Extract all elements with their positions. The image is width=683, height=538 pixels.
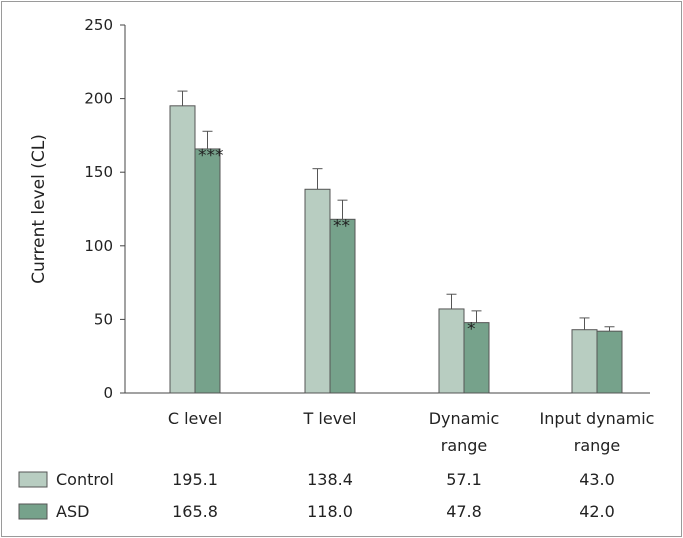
- legend-label-asd: ASD: [56, 502, 89, 521]
- bar-asd: [596, 330, 623, 394]
- y-tick-label: 250: [84, 16, 113, 34]
- significance-mark: **: [333, 216, 350, 236]
- y-tick-label: 50: [94, 310, 113, 328]
- bar-control: [438, 308, 465, 394]
- category-label: C level: [168, 409, 222, 428]
- bars-layer: [169, 90, 623, 394]
- category-label-line2: range: [441, 436, 488, 455]
- table-cell: 195.1: [172, 470, 218, 489]
- legend-label-control: Control: [56, 470, 114, 489]
- table-cell: 57.1: [446, 470, 482, 489]
- category-label: T level: [303, 409, 357, 428]
- legend-swatch-asd: [18, 503, 48, 520]
- table-cell: 118.0: [307, 502, 353, 521]
- data-table: Control 195.1 138.4 57.1 43.0 ASD 165.8 118.0 47…: [18, 470, 615, 521]
- y-tick-label: 200: [84, 90, 113, 108]
- bar-control: [304, 188, 331, 394]
- table-cell: 43.0: [579, 470, 615, 489]
- table-cell: 138.4: [307, 470, 353, 489]
- y-tick-label: 0: [103, 384, 113, 402]
- table-cell: 42.0: [579, 502, 615, 521]
- category-label: Input dynamic: [540, 409, 655, 428]
- table-cell: 47.8: [446, 502, 482, 521]
- table-cell: 165.8: [172, 502, 218, 521]
- category-label: Dynamic: [429, 409, 500, 428]
- bar-control: [571, 329, 598, 394]
- significance-mark: ***: [198, 146, 224, 166]
- bar-control: [169, 105, 196, 394]
- category-label-line2: range: [574, 436, 621, 455]
- y-tick-label: 100: [84, 237, 113, 255]
- bar-asd: [194, 148, 221, 394]
- y-axis-title: Current level (CL): [29, 134, 49, 284]
- y-tick-label: 150: [84, 163, 113, 181]
- bar-asd: [463, 322, 490, 394]
- significance-mark: *: [467, 320, 476, 340]
- bar-asd: [329, 218, 356, 394]
- legend-swatch-control: [18, 471, 48, 488]
